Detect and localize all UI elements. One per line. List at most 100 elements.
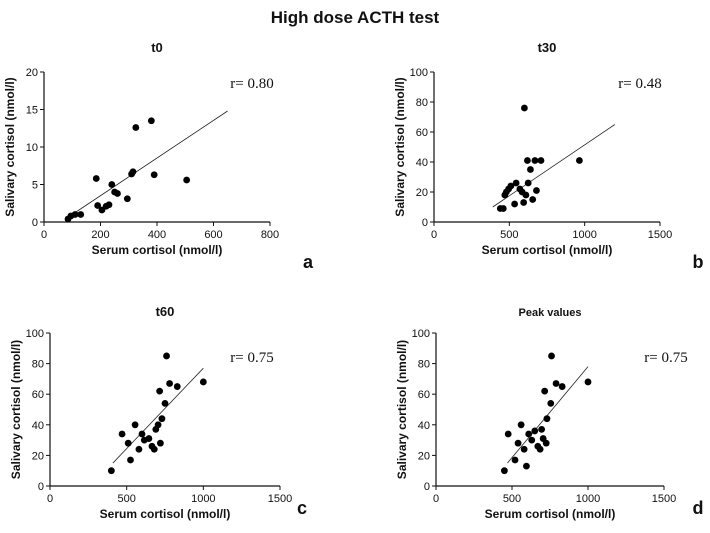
- data-point: [92, 175, 100, 182]
- x-tick-label: 500: [503, 493, 521, 505]
- y-tick-label: 20: [32, 450, 44, 462]
- correlation-annotation: r= 0.75: [230, 350, 273, 366]
- x-tick-label: 0: [431, 229, 437, 241]
- x-tick-label: 1000: [572, 229, 596, 241]
- chart-title: Peak values: [519, 307, 582, 319]
- data-point: [558, 383, 566, 390]
- y-tick-label: 20: [418, 450, 430, 462]
- x-tick-label: 200: [91, 229, 109, 241]
- x-axis-label: Serum cortisol (nmol/l): [100, 507, 231, 521]
- data-point: [552, 380, 560, 387]
- data-point: [517, 421, 525, 429]
- y-tick-label: 60: [418, 389, 430, 401]
- y-axis-label: Salivary cortisol (nmol/l): [395, 340, 409, 479]
- data-point: [507, 182, 515, 190]
- y-axis-label: Salivary cortisol (nmol/l): [3, 77, 17, 216]
- data-point: [541, 387, 549, 395]
- x-tick-label: 1500: [648, 229, 672, 241]
- y-tick-label: 20: [416, 187, 428, 199]
- data-point: [525, 430, 533, 438]
- data-point: [537, 157, 545, 164]
- y-tick-label: 100: [410, 67, 428, 79]
- data-point: [173, 383, 181, 390]
- data-point: [77, 211, 85, 218]
- data-point: [531, 157, 539, 164]
- data-point: [547, 399, 555, 407]
- y-tick-label: 80: [418, 359, 430, 371]
- data-point: [528, 436, 536, 444]
- data-point: [542, 439, 550, 447]
- data-point: [538, 425, 546, 433]
- correlation-annotation: r= 0.48: [618, 76, 661, 92]
- data-point: [584, 378, 592, 386]
- data-point: [107, 467, 115, 475]
- panel-label: b: [693, 252, 704, 272]
- chart-title: t60: [156, 304, 175, 319]
- y-tick-label: 40: [418, 420, 430, 432]
- data-point: [132, 124, 140, 131]
- y-tick-label: 80: [416, 97, 428, 109]
- panel-label: d: [693, 498, 704, 518]
- data-point: [511, 456, 519, 464]
- x-tick-label: 0: [433, 493, 439, 505]
- data-point: [521, 104, 528, 112]
- y-tick-label: 10: [26, 142, 38, 154]
- x-tick-label: 1000: [191, 493, 215, 505]
- data-point: [548, 352, 555, 360]
- data-point: [145, 435, 153, 442]
- x-tick-label: 1000: [576, 493, 600, 505]
- x-tick-label: 500: [117, 493, 135, 505]
- data-point: [131, 421, 139, 429]
- data-point: [543, 415, 551, 423]
- chart-title: t0: [151, 40, 163, 55]
- data-point: [512, 179, 520, 187]
- data-point: [536, 445, 544, 453]
- trend-line: [112, 367, 204, 464]
- data-point: [118, 430, 126, 438]
- data-point: [123, 195, 131, 203]
- data-point: [150, 445, 158, 453]
- y-axis-label: Salivary cortisol (nmol/l): [9, 340, 23, 479]
- data-point: [520, 445, 528, 453]
- y-tick-label: 0: [424, 481, 430, 493]
- x-tick-label: 800: [261, 229, 279, 241]
- correlation-annotation: r= 0.80: [230, 76, 273, 92]
- y-tick-label: 60: [416, 127, 428, 139]
- trend-line: [66, 110, 228, 219]
- x-tick-label: 500: [500, 229, 518, 241]
- data-point: [147, 117, 155, 125]
- x-tick-label: 600: [204, 229, 222, 241]
- data-point: [522, 191, 530, 199]
- x-axis-label: Serum cortisol (nmol/l): [485, 507, 616, 521]
- panel-label: c: [297, 498, 307, 518]
- data-point: [501, 467, 508, 475]
- chart-title: t30: [538, 40, 557, 55]
- x-tick-label: 1500: [652, 493, 676, 505]
- y-tick-label: 0: [32, 217, 38, 229]
- y-tick-label: 15: [26, 105, 38, 117]
- data-point: [504, 430, 512, 438]
- x-tick-label: 0: [47, 493, 53, 505]
- data-point: [156, 387, 164, 395]
- y-tick-label: 0: [422, 217, 428, 229]
- data-point: [114, 190, 121, 197]
- data-point: [135, 445, 143, 453]
- data-point: [533, 187, 540, 194]
- data-point: [166, 380, 174, 387]
- y-tick-label: 0: [38, 481, 44, 493]
- data-point: [129, 168, 137, 176]
- data-point: [514, 439, 522, 447]
- data-point: [124, 439, 132, 447]
- y-tick-label: 60: [32, 389, 44, 401]
- y-axis-label: Salivary cortisol (nmol/l): [393, 77, 407, 216]
- data-point: [108, 181, 116, 188]
- data-point: [520, 199, 528, 206]
- data-point: [163, 352, 170, 360]
- data-point: [161, 399, 169, 407]
- data-point: [524, 179, 532, 187]
